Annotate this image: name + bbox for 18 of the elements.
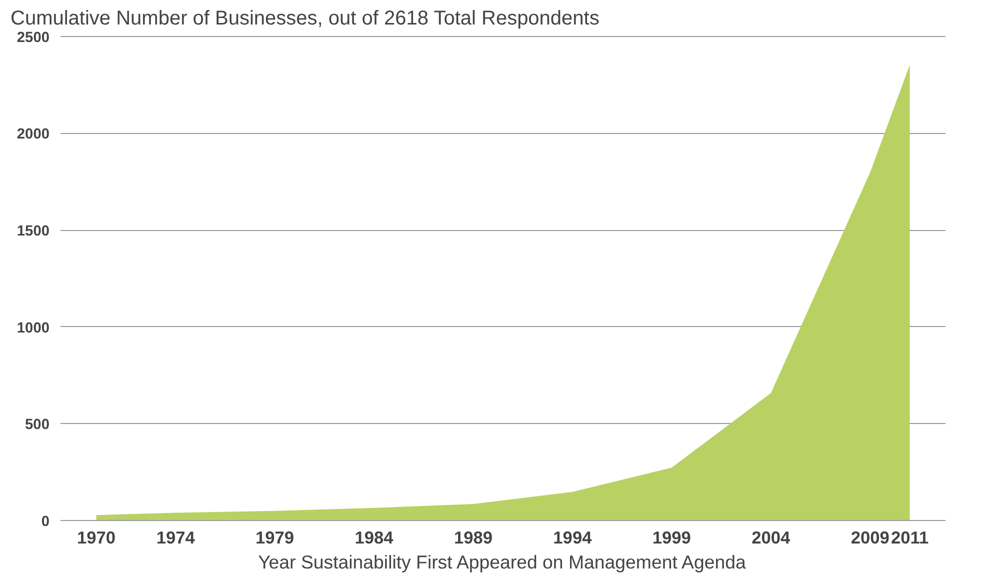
x-tick-label: 1994 — [553, 528, 592, 548]
x-tick-label: 1974 — [156, 528, 196, 548]
y-tick-label: 1500 — [16, 224, 50, 240]
chart-title: Cumulative Number of Businesses, out of 2618 Total Respondents — [10, 8, 600, 30]
x-tick-label: 2004 — [752, 528, 791, 548]
y-tick-label: 2000 — [16, 126, 50, 143]
x-tick-label: 2009 — [850, 528, 890, 548]
x-axis-title: Year Sustainability First Appeared on Management Agenda — [258, 552, 746, 572]
x-tick-label: 1989 — [454, 528, 493, 548]
x-tick-label: 1984 — [354, 528, 394, 548]
y-tick-label: 2500 — [16, 30, 50, 46]
x-tick-label: 1979 — [256, 528, 294, 548]
y-tick-label: 0 — [41, 514, 50, 530]
x-tick-label: 1999 — [652, 528, 691, 548]
y-tick-label: 1000 — [16, 320, 50, 336]
x-tick-label: 1970 — [76, 528, 116, 548]
x-tick-label: 2011 — [890, 528, 929, 548]
y-tick-label: 500 — [25, 417, 50, 434]
